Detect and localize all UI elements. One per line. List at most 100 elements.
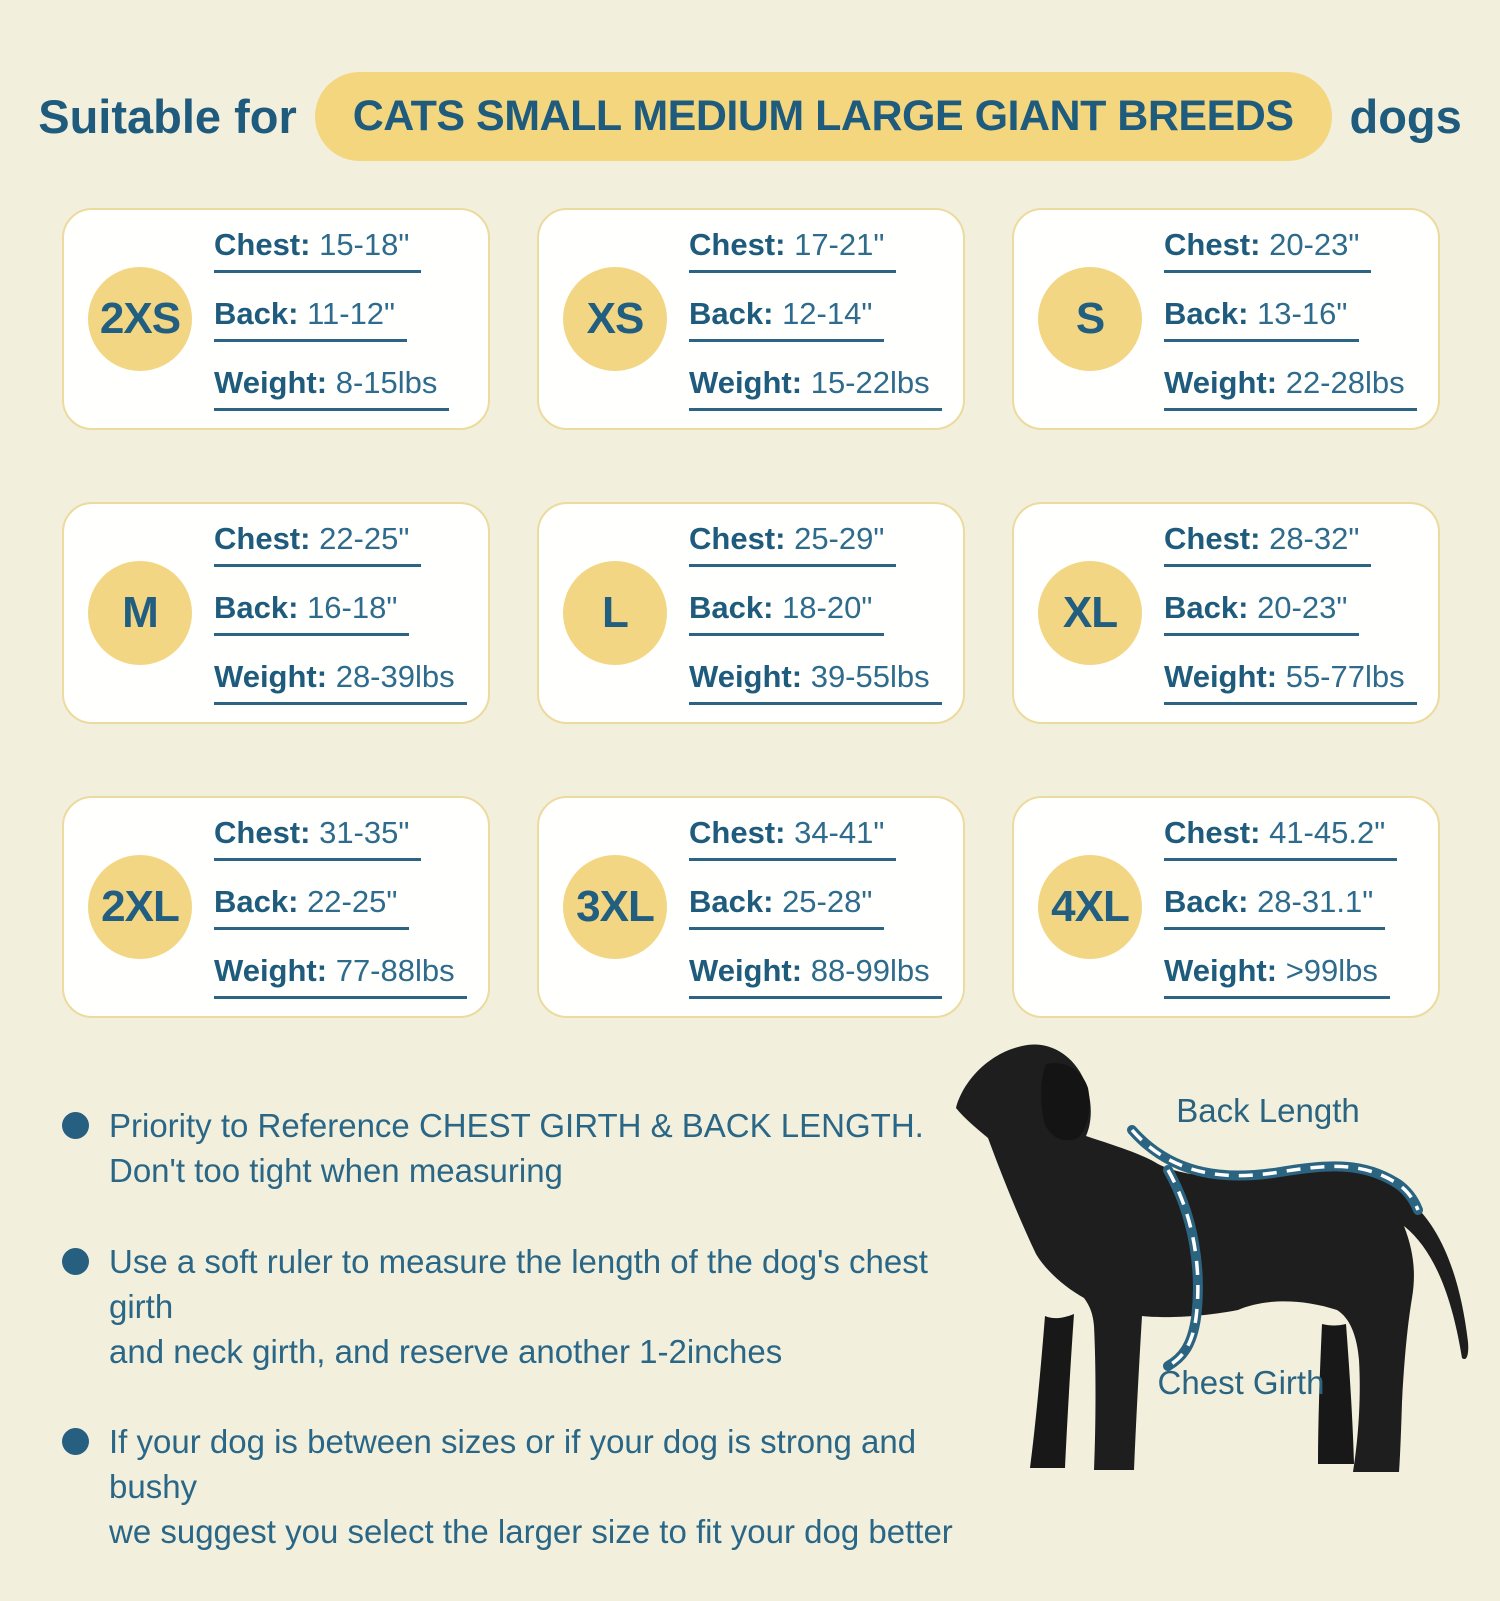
- bullet-icon: [62, 1112, 89, 1139]
- weight-value: 8-15lbs: [335, 365, 438, 400]
- chest-label: Chest:: [1164, 227, 1261, 262]
- chest-spec: Chest: 17-21": [689, 227, 897, 273]
- back-value: 22-25": [307, 884, 398, 919]
- dog-measurement-diagram: Back Length Chest Girth: [946, 1026, 1498, 1494]
- weight-label: Weight:: [689, 365, 803, 400]
- weight-value: 88-99lbs: [810, 953, 930, 988]
- size-specs: Chest: 31-35" Back: 22-25" Weight: 77-88…: [214, 815, 467, 999]
- size-specs: Chest: 22-25" Back: 16-18" Weight: 28-39…: [214, 521, 467, 705]
- weight-label: Weight:: [689, 953, 803, 988]
- weight-value: >99lbs: [1285, 953, 1378, 988]
- title-prefix: Suitable for: [38, 89, 297, 143]
- chest-value: 34-41": [794, 815, 885, 850]
- back-spec: Back: 18-20": [689, 590, 885, 636]
- size-card-3xl: 3XL Chest: 34-41" Back: 25-28" Weight: 8…: [537, 796, 965, 1018]
- weight-label: Weight:: [214, 953, 328, 988]
- back-value: 12-14": [782, 296, 873, 331]
- weight-spec: Weight: 8-15lbs: [214, 365, 450, 411]
- chest-spec: Chest: 20-23": [1164, 227, 1372, 273]
- back-value: 28-31.1": [1257, 884, 1374, 919]
- back-spec: Back: 13-16": [1164, 296, 1360, 342]
- weight-spec: Weight: 15-22lbs: [689, 365, 942, 411]
- chest-spec: Chest: 15-18": [214, 227, 422, 273]
- weight-label: Weight:: [214, 659, 328, 694]
- note-line: Use a soft ruler to measure the length o…: [109, 1242, 928, 1325]
- back-label: Back:: [689, 884, 774, 919]
- chest-girth-line: [1163, 1165, 1203, 1371]
- weight-label: Weight:: [1164, 659, 1278, 694]
- back-label: Back:: [1164, 884, 1249, 919]
- size-label: L: [602, 588, 629, 637]
- size-specs: Chest: 25-29" Back: 18-20" Weight: 39-55…: [689, 521, 942, 705]
- back-value: 20-23": [1257, 590, 1348, 625]
- page-title: Suitable for CATS SMALL MEDIUM LARGE GIA…: [0, 66, 1500, 166]
- chest-value: 41-45.2": [1269, 815, 1386, 850]
- title-highlight-pill: CATS SMALL MEDIUM LARGE GIANT BREEDS: [314, 71, 1332, 161]
- note-text: Priority to Reference CHEST GIRTH & BACK…: [109, 1104, 924, 1194]
- weight-label: Weight:: [214, 365, 328, 400]
- weight-value: 77-88lbs: [335, 953, 455, 988]
- size-label: 2XS: [99, 294, 181, 343]
- back-value: 16-18": [307, 590, 398, 625]
- weight-label: Weight:: [1164, 953, 1278, 988]
- size-label: XL: [1062, 588, 1118, 637]
- weight-label: Weight:: [689, 659, 803, 694]
- size-card-2xs: 2XS Chest: 15-18" Back: 11-12" Weight: 8…: [62, 208, 490, 430]
- weight-spec: Weight: 77-88lbs: [214, 953, 467, 999]
- bullet-icon: [62, 1428, 89, 1456]
- back-spec: Back: 16-18": [214, 590, 410, 636]
- back-label: Back:: [1164, 590, 1249, 625]
- size-badge: 3XL: [563, 855, 667, 959]
- back-value: 18-20": [782, 590, 873, 625]
- chest-spec: Chest: 25-29": [689, 521, 897, 567]
- back-spec: Back: 20-23": [1164, 590, 1360, 636]
- weight-label: Weight:: [1164, 365, 1278, 400]
- size-specs: Chest: 41-45.2" Back: 28-31.1" Weight: >…: [1164, 815, 1398, 999]
- bullet-icon: [62, 1247, 89, 1275]
- note-text: Use a soft ruler to measure the length o…: [109, 1240, 962, 1375]
- chest-label: Chest:: [689, 521, 786, 556]
- chest-value: 20-23": [1269, 227, 1360, 262]
- weight-spec: Weight: 39-55lbs: [689, 659, 942, 705]
- weight-value: 28-39lbs: [335, 659, 455, 694]
- note-item: If your dog is between sizes or if your …: [62, 1420, 962, 1555]
- size-badge: S: [1038, 267, 1142, 371]
- measuring-notes: Priority to Reference CHEST GIRTH & BACK…: [62, 1104, 962, 1601]
- chest-spec: Chest: 22-25": [214, 521, 422, 567]
- size-specs: Chest: 28-32" Back: 20-23" Weight: 55-77…: [1164, 521, 1417, 705]
- back-spec: Back: 28-31.1": [1164, 884, 1386, 930]
- size-card-2xl: 2XL Chest: 31-35" Back: 22-25" Weight: 7…: [62, 796, 490, 1018]
- size-badge: 2XS: [88, 267, 192, 371]
- back-spec: Back: 11-12": [214, 296, 408, 342]
- size-badge: L: [563, 561, 667, 665]
- size-badge: XL: [1038, 561, 1142, 665]
- back-label: Back:: [689, 296, 774, 331]
- back-length-label: Back Length: [1176, 1092, 1359, 1129]
- dog-far-rear-leg: [1318, 1324, 1354, 1464]
- size-label: 2XL: [101, 882, 180, 931]
- chest-value: 17-21": [794, 227, 885, 262]
- chest-spec: Chest: 28-32": [1164, 521, 1372, 567]
- size-label: XS: [586, 294, 645, 343]
- back-label: Back:: [214, 884, 299, 919]
- size-badge: 2XL: [88, 855, 192, 959]
- weight-spec: Weight: 28-39lbs: [214, 659, 467, 705]
- size-chart-grid: 2XS Chest: 15-18" Back: 11-12" Weight: 8…: [62, 208, 1440, 1018]
- back-label: Back:: [689, 590, 774, 625]
- chest-label: Chest:: [689, 227, 786, 262]
- weight-spec: Weight: 22-28lbs: [1164, 365, 1417, 411]
- back-length-line-dashes: [1130, 1128, 1420, 1211]
- size-card-l: L Chest: 25-29" Back: 18-20" Weight: 39-…: [537, 502, 965, 724]
- size-specs: Chest: 17-21" Back: 12-14" Weight: 15-22…: [689, 227, 942, 411]
- size-specs: Chest: 20-23" Back: 13-16" Weight: 22-28…: [1164, 227, 1417, 411]
- back-label: Back:: [214, 296, 299, 331]
- size-label: M: [122, 588, 159, 637]
- chest-label: Chest:: [214, 227, 311, 262]
- size-badge: 4XL: [1038, 855, 1142, 959]
- chest-value: 15-18": [319, 227, 410, 262]
- back-spec: Back: 22-25": [214, 884, 410, 930]
- back-value: 13-16": [1257, 296, 1348, 331]
- chest-label: Chest:: [214, 521, 311, 556]
- back-label: Back:: [1164, 296, 1249, 331]
- weight-value: 39-55lbs: [810, 659, 930, 694]
